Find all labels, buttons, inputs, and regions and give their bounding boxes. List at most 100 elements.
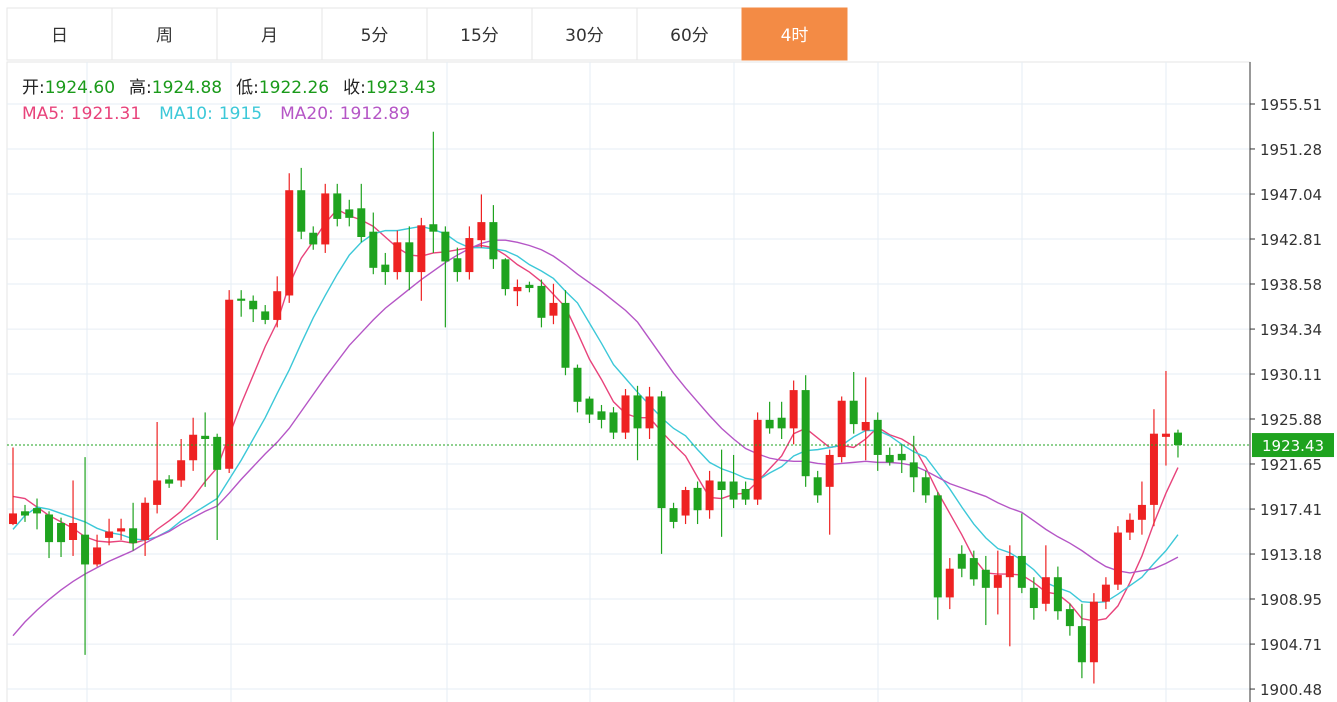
candle-body: [177, 460, 186, 481]
legend-value: 1921.31: [71, 104, 141, 124]
candle-body: [909, 462, 918, 478]
y-tick-label: 1938.58: [1260, 276, 1322, 294]
candle-body: [849, 400, 858, 425]
ohlc-label: 高:: [129, 78, 152, 98]
candle-body: [561, 302, 570, 368]
candle-body: [369, 231, 378, 268]
y-tick-label: 1930.11: [1260, 366, 1322, 384]
candle-body: [1173, 432, 1182, 446]
y-tick-label: 1951.28: [1260, 141, 1322, 159]
candle-body: [1101, 584, 1110, 602]
candle-body: [225, 299, 234, 469]
candle-body: [405, 242, 414, 273]
tab-label[interactable]: 15分: [460, 26, 499, 46]
tab-bg[interactable]: [531, 7, 638, 61]
candle-body: [741, 488, 750, 500]
candle-body: [33, 508, 42, 514]
tab[interactable]: 日: [6, 7, 113, 61]
candle-body: [237, 298, 246, 301]
candle-body: [309, 232, 318, 245]
candle-body: [1125, 519, 1134, 533]
tab-label[interactable]: 60分: [670, 26, 709, 46]
tab-bg[interactable]: [741, 7, 848, 61]
tab-label[interactable]: 5分: [361, 26, 389, 46]
y-tick-label: 1934.34: [1260, 321, 1322, 339]
candle-body: [621, 395, 630, 433]
tab-label[interactable]: 日: [51, 26, 68, 46]
candle-body: [129, 528, 138, 544]
candle-body: [957, 553, 966, 569]
tab[interactable]: 4时: [741, 7, 848, 61]
tab-label[interactable]: 月: [261, 26, 278, 46]
candle-body: [1041, 577, 1050, 604]
tab-bg[interactable]: [321, 7, 428, 61]
candle-body: [213, 436, 222, 470]
candle-body: [633, 395, 642, 429]
tab-bg[interactable]: [636, 7, 743, 61]
candle-body: [45, 514, 54, 543]
y-tick-label: 1908.95: [1260, 591, 1322, 609]
y-tick-label: 1917.41: [1260, 501, 1322, 519]
candle-body: [1113, 532, 1122, 585]
ohlc-value: 1922.26: [259, 78, 329, 98]
y-tick-label: 1921.65: [1260, 456, 1322, 474]
tab-bg[interactable]: [6, 7, 113, 61]
y-tick-label: 1900.48: [1260, 681, 1322, 699]
candle-body: [21, 511, 30, 516]
candle-body: [573, 367, 582, 402]
tab-label[interactable]: 周: [156, 26, 173, 46]
candle-body: [393, 242, 402, 273]
candle-body: [729, 481, 738, 500]
candle-body: [801, 390, 810, 477]
candle-body: [465, 238, 474, 273]
candle-body: [297, 190, 306, 232]
tab-bg[interactable]: [426, 7, 533, 61]
candle-body: [1017, 555, 1026, 588]
candle-body: [381, 264, 390, 273]
tab[interactable]: 5分: [321, 7, 428, 61]
current-price-box: [1252, 433, 1334, 458]
ohlc-label: 收:: [343, 78, 366, 98]
candle-body: [657, 396, 666, 509]
candle-body: [453, 258, 462, 273]
tab[interactable]: 周: [111, 7, 218, 61]
candle-body: [93, 547, 102, 565]
candle-body: [537, 285, 546, 318]
candle-body: [981, 569, 990, 588]
candle-body: [993, 575, 1002, 588]
candle-body: [597, 411, 606, 420]
y-tick-label: 1904.71: [1260, 636, 1322, 654]
candle-body: [441, 231, 450, 262]
y-tick-label: 1947.04: [1260, 186, 1322, 204]
candle-body: [285, 190, 294, 296]
y-tick-label: 1925.88: [1260, 411, 1322, 429]
tab-label[interactable]: 4时: [781, 26, 809, 46]
candle-body: [513, 286, 522, 292]
candle-body: [1089, 601, 1098, 663]
candle-body: [1065, 609, 1074, 627]
tab-bg[interactable]: [111, 7, 218, 61]
candle-body: [525, 284, 534, 289]
candle-body: [777, 417, 786, 429]
tab[interactable]: 30分: [531, 7, 638, 61]
candle-body: [933, 495, 942, 598]
legend-value: 1912.89: [340, 104, 410, 124]
legend-name: MA20:: [280, 104, 334, 124]
candle-body: [945, 568, 954, 598]
tab-label[interactable]: 30分: [565, 26, 604, 46]
tab[interactable]: 60分: [636, 7, 743, 61]
candle-body: [321, 193, 330, 245]
candle-body: [189, 434, 198, 461]
tab-bg[interactable]: [216, 7, 323, 61]
candle-body: [789, 390, 798, 429]
tab[interactable]: 月: [216, 7, 323, 61]
candle-body: [201, 435, 210, 439]
candle-body: [69, 522, 78, 540]
tab[interactable]: 15分: [426, 7, 533, 61]
candle-body: [417, 225, 426, 273]
candle-body: [585, 398, 594, 415]
ohlc-value: 1924.88: [152, 78, 222, 98]
y-tick-label: 1955.51: [1260, 96, 1322, 114]
